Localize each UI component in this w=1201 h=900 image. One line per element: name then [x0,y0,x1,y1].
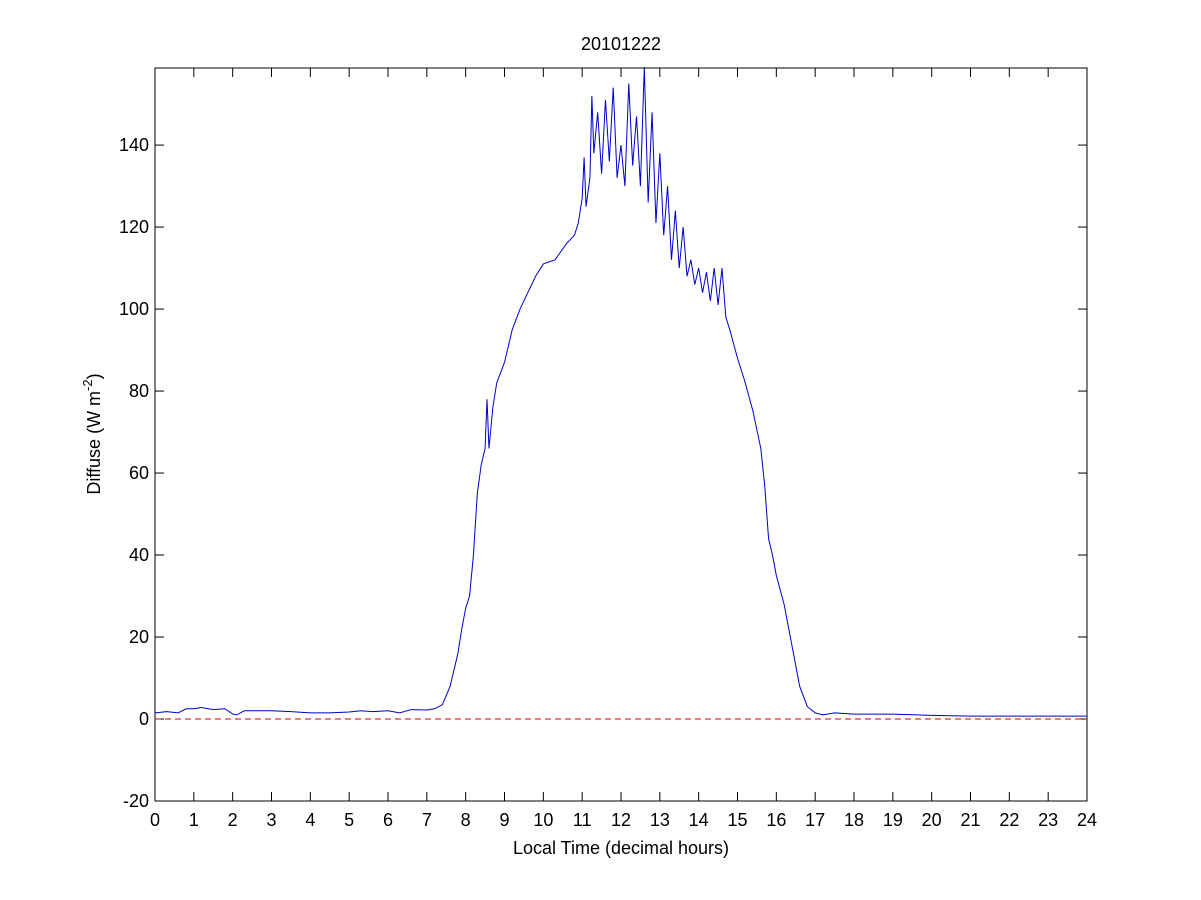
x-axis-label: Local Time (decimal hours) [513,838,729,858]
x-tick-label: 5 [344,810,354,830]
x-tick-label: 8 [461,810,471,830]
x-tick-label: 23 [1038,810,1058,830]
y-axis-label-end: ) [84,373,104,379]
x-tick-label: 10 [533,810,553,830]
x-tick-label: 16 [766,810,786,830]
x-tick-label: 19 [883,810,903,830]
chart-title: 20101222 [581,34,661,54]
x-tick-label: 1 [189,810,199,830]
y-tick-label: 20 [129,627,149,647]
x-tick-label: 9 [499,810,509,830]
y-tick-label: 120 [119,217,149,237]
x-tick-label: 20 [922,810,942,830]
y-axis-label-text: Diffuse (W m [84,391,104,495]
y-tick-label: 40 [129,545,149,565]
x-tick-label: 22 [999,810,1019,830]
y-tick-label: 100 [119,299,149,319]
x-tick-label: 14 [689,810,709,830]
x-tick-label: 13 [650,810,670,830]
x-tick-label: 4 [305,810,315,830]
x-tick-label: 15 [727,810,747,830]
y-tick-label: 60 [129,463,149,483]
y-tick-label: -20 [123,791,149,811]
x-tick-label: 18 [844,810,864,830]
x-tick-label: 11 [573,810,592,830]
x-tick-label: 2 [228,810,238,830]
x-tick-label: 7 [422,810,432,830]
y-axis-label-sup: -2 [80,379,95,391]
data-line [154,67,1087,717]
x-tick-label: 6 [383,810,393,830]
x-tick-label: 3 [266,810,276,830]
x-tick-label: 17 [805,810,825,830]
x-tick-label: 21 [960,810,980,830]
y-tick-label: 140 [119,135,149,155]
x-tick-label: 0 [150,810,160,830]
y-axis-label: Diffuse (W m-2) [80,373,104,494]
x-tick-label: 24 [1077,810,1097,830]
y-tick-label: 0 [139,709,149,729]
y-tick-label: 80 [129,381,149,401]
x-tick-label: 12 [611,810,631,830]
